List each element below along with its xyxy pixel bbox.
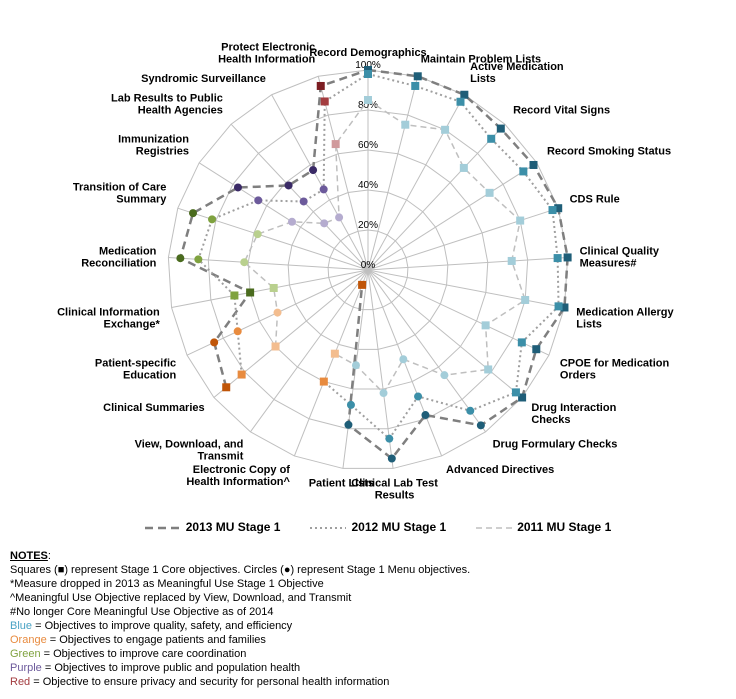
notes-blue: Blue — [10, 620, 32, 632]
svg-text:Advanced Directives: Advanced Directives — [446, 464, 554, 476]
svg-text:Record Demographics: Record Demographics — [309, 47, 426, 59]
svg-text:Record Vital Signs: Record Vital Signs — [513, 104, 610, 116]
svg-text:Electronic Copy ofHealth Infor: Electronic Copy ofHealth Information^ — [186, 464, 290, 488]
svg-text:Transition of CareSummary: Transition of CareSummary — [73, 181, 167, 205]
svg-text:0%: 0% — [361, 260, 376, 271]
notes-hash: #No longer Core Meaningful Use Objective… — [10, 606, 274, 618]
svg-text:Lab Results to PublicHealth Ag: Lab Results to PublicHealth Agencies — [111, 92, 223, 116]
notes-heading: NOTES — [10, 550, 48, 562]
svg-text:Record Smoking Status: Record Smoking Status — [547, 145, 671, 157]
notes-caret: ^Meaningful Use Objective replaced by Vi… — [10, 592, 351, 604]
svg-text:40%: 40% — [358, 180, 378, 191]
svg-text:60%: 60% — [358, 140, 378, 151]
svg-text:Drug Formulary Checks: Drug Formulary Checks — [493, 439, 618, 451]
svg-text:Syndromic Surveillance: Syndromic Surveillance — [141, 73, 266, 85]
notes-green: Green — [10, 648, 41, 660]
svg-text:CDS Rule: CDS Rule — [570, 193, 620, 205]
svg-text:Clinical QualityMeasures#: Clinical QualityMeasures# — [580, 246, 660, 270]
svg-text:Medication AllergyLists: Medication AllergyLists — [576, 307, 674, 331]
svg-text:Protect ElectronicHealth Infor: Protect ElectronicHealth Information — [218, 42, 315, 66]
legend: 2013 MU Stage 12012 MU Stage 12011 MU St… — [10, 520, 736, 534]
svg-text:Patient-specificEducation: Patient-specificEducation — [95, 357, 177, 381]
svg-text:MedicationReconciliation: MedicationReconciliation — [81, 246, 156, 270]
notes-block: NOTES: Squares (■) represent Stage 1 Cor… — [10, 549, 736, 689]
notes-star: *Measure dropped in 2013 as Meaningful U… — [10, 578, 324, 590]
notes-purple: Purple — [10, 662, 42, 674]
radar-chart: 0%20%40%60%80%100%Record DemographicsMai… — [10, 10, 726, 510]
svg-text:View, Download, andTransmit: View, Download, andTransmit — [135, 439, 244, 463]
svg-text:CPOE for MedicationOrders: CPOE for MedicationOrders — [560, 357, 670, 381]
notes-red: Red — [10, 676, 30, 688]
notes-squares: Squares (■) represent Stage 1 Core objec… — [10, 564, 470, 576]
svg-text:20%: 20% — [358, 220, 378, 231]
svg-text:ImmunizationRegistries: ImmunizationRegistries — [118, 133, 189, 157]
svg-text:Drug InteractionChecks: Drug InteractionChecks — [531, 402, 616, 426]
svg-text:Patient Lists: Patient Lists — [309, 477, 374, 489]
svg-text:Active MedicationLists: Active MedicationLists — [470, 61, 564, 85]
notes-orange: Orange — [10, 634, 47, 646]
svg-text:Clinical Summaries: Clinical Summaries — [103, 402, 205, 414]
svg-text:Clinical InformationExchange*: Clinical InformationExchange* — [57, 307, 160, 331]
